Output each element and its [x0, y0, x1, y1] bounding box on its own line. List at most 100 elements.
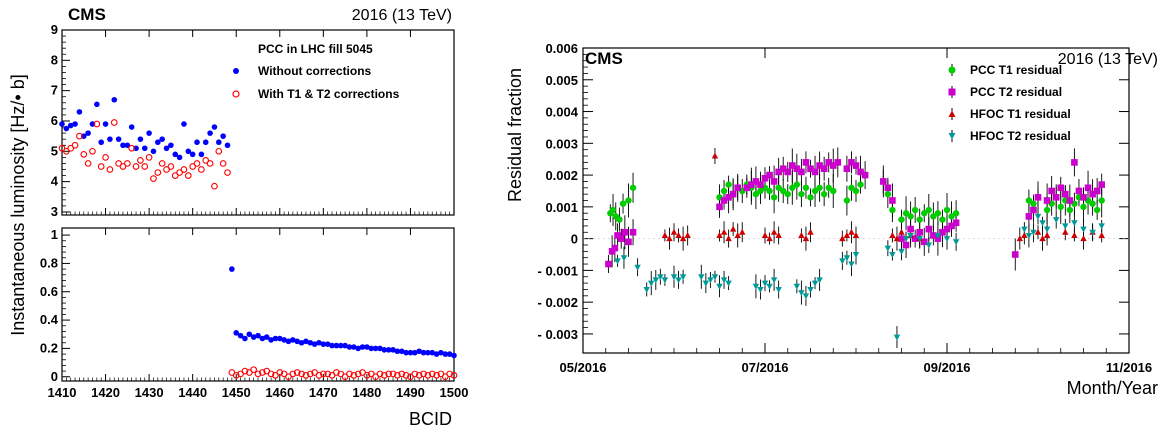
right-point-hfoc-t1-residual — [679, 235, 687, 242]
left-bottom-point-without-corrections — [329, 342, 335, 349]
right-point-hfoc-t2-residual — [1071, 220, 1078, 227]
right-legend-marker-pcc-t2 — [948, 88, 956, 96]
right-point-pcc-t2-residual — [1034, 194, 1042, 201]
right-point-pcc-t1-residual — [911, 206, 919, 214]
right-point-pcc-t2-residual — [802, 159, 810, 166]
left-top-point-without-corrections — [141, 145, 148, 152]
left-top-point-with-t1-t2-corrections — [84, 160, 92, 167]
left-bottom-point-without-corrections — [307, 339, 314, 346]
right-point-pcc-t1-residual — [907, 213, 914, 220]
left-bottom-point-with-t1-t2-corrections — [259, 369, 266, 376]
right-point-hfoc-t1-residual — [775, 231, 782, 238]
left-top-point-without-corrections — [202, 139, 209, 146]
right-legend: PCC T1 residual PCC T2 residual HFOC T1 … — [948, 63, 1071, 143]
left-bottom-point-without-corrections — [429, 349, 436, 356]
left-bottom-point-without-corrections — [420, 349, 427, 356]
left-bottom-point-with-t1-t2-corrections — [241, 367, 249, 375]
right-point-pcc-t1-residual — [625, 197, 632, 204]
right-point-pcc-t1-residual — [889, 206, 896, 214]
left-top-point-with-t1-t2-corrections — [110, 119, 118, 126]
left-bottom-point-without-corrections — [351, 344, 357, 350]
right-point-hfoc-t1-residual — [1080, 235, 1087, 242]
left-top-point-with-t1-t2-corrections — [115, 160, 122, 167]
left-top-point-without-corrections — [94, 101, 100, 108]
left-bottom-point-with-t1-t2-corrections — [232, 371, 240, 379]
left-xtick-label: 1450 — [222, 385, 251, 400]
right-point-hfoc-t1-residual — [729, 225, 737, 232]
right-point-pcc-t1-residual — [1066, 206, 1074, 214]
left-top-point-with-t1-t2-corrections — [167, 163, 175, 170]
left-top-point-with-t1-t2-corrections — [202, 157, 210, 164]
right-point-hfoc-t2-residual — [811, 280, 819, 287]
right-point-hfoc-t2-residual — [934, 232, 942, 239]
right-point-hfoc-t2-residual — [614, 258, 621, 265]
left-top-point-with-t1-t2-corrections — [211, 182, 218, 190]
left-bottom-point-without-corrections — [442, 351, 449, 357]
right-point-pcc-t1-residual — [902, 210, 910, 217]
right-x-ticks: 05/2016 07/2016 09/2016 11/2016 — [560, 48, 1152, 375]
right-point-hfoc-t2-residual — [852, 252, 860, 259]
left-legend-entry-with-corrections: With T1 & T2 corrections — [258, 87, 400, 101]
right-point-pcc-t1-residual — [884, 190, 892, 198]
right-point-pcc-t1-residual — [916, 216, 923, 223]
left-bottom-point-with-t1-t2-corrections — [354, 370, 362, 378]
right-point-pcc-t2-residual — [793, 165, 801, 173]
left-xtick-label: 1480 — [352, 385, 381, 400]
right-legend-marker-hfoc-t1 — [948, 110, 956, 117]
right-point-pcc-t2-residual — [857, 168, 864, 176]
right-point-pcc-t1-residual — [934, 210, 942, 217]
left-bottom-point-with-t1-t2-corrections — [254, 370, 262, 378]
left-top-point-with-t1-t2-corrections — [224, 169, 231, 176]
left-bottom-point-with-t1-t2-corrections — [415, 371, 423, 379]
left-bottom-point-without-corrections — [377, 345, 383, 352]
right-point-hfoc-t1-residual — [839, 235, 846, 242]
left-top-point-with-t1-t2-corrections — [63, 147, 70, 155]
right-xtick-label: 07/2016 — [742, 360, 789, 375]
right-point-hfoc-t2-residual — [1098, 223, 1105, 230]
right-point-pcc-t1-residual — [939, 216, 946, 223]
right-point-pcc-t1-residual — [825, 184, 832, 191]
left-bottom-point-with-t1-t2-corrections — [380, 371, 388, 379]
right-point-pcc-t2-residual — [617, 235, 625, 242]
left-bottom-point-without-corrections — [342, 342, 348, 349]
right-point-hfoc-t2-residual — [1053, 217, 1060, 224]
right-point-hfoc-t2-residual — [1043, 226, 1051, 233]
left-bottom-point-with-t1-t2-corrections — [402, 371, 410, 379]
right-point-pcc-t2-residual — [948, 222, 955, 230]
right-point-hfoc-t1-residual — [684, 231, 691, 238]
left-bottom-point-without-corrections — [242, 335, 248, 342]
right-point-pcc-t1-residual — [609, 206, 617, 214]
right-point-pcc-t1-residual — [720, 187, 728, 195]
left-bottom-point-without-corrections — [446, 351, 453, 357]
right-point-hfoc-t2-residual — [798, 290, 805, 297]
right-point-pcc-t2-residual — [1052, 194, 1060, 201]
left-top-point-with-t1-t2-corrections — [58, 144, 66, 152]
right-ytick-label: 0.005 — [545, 73, 578, 88]
left-top-point-without-corrections — [128, 124, 135, 130]
right-point-pcc-t2-residual — [829, 162, 837, 169]
left-bottom-point-without-corrections — [229, 266, 235, 272]
left-top-ytick-label: 3 — [51, 204, 58, 219]
right-point-hfoc-t1-residual — [848, 228, 855, 235]
left-bottom-point-with-t1-t2-corrections — [394, 371, 401, 379]
left-top-point-with-t1-t2-corrections — [123, 160, 131, 167]
right-point-pcc-t2-residual — [1057, 184, 1065, 192]
right-point-pcc-t1-residual — [793, 181, 801, 188]
right-point-hfoc-t2-residual — [679, 274, 687, 281]
right-point-pcc-t2-residual — [825, 159, 832, 166]
right-point-hfoc-t2-residual — [620, 255, 628, 262]
right-point-hfoc-t2-residual — [902, 236, 910, 243]
right-point-pcc-t2-residual — [611, 244, 619, 252]
right-point-pcc-t1-residual — [780, 187, 787, 195]
right-point-pcc-t2-residual — [716, 203, 723, 211]
right-point-pcc-t2-residual — [734, 184, 741, 192]
left-top-point-without-corrections — [98, 139, 104, 146]
left-top-point-without-corrections — [107, 136, 113, 142]
right-point-pcc-t1-residual — [857, 181, 864, 188]
left-top-ytick-label: 6 — [51, 113, 58, 128]
left-top-point-without-corrections — [63, 125, 70, 132]
left-bottom-point-without-corrections — [298, 339, 305, 346]
left-bottom-point-without-corrections — [320, 341, 327, 347]
left-bottom-point-without-corrections — [311, 341, 318, 347]
